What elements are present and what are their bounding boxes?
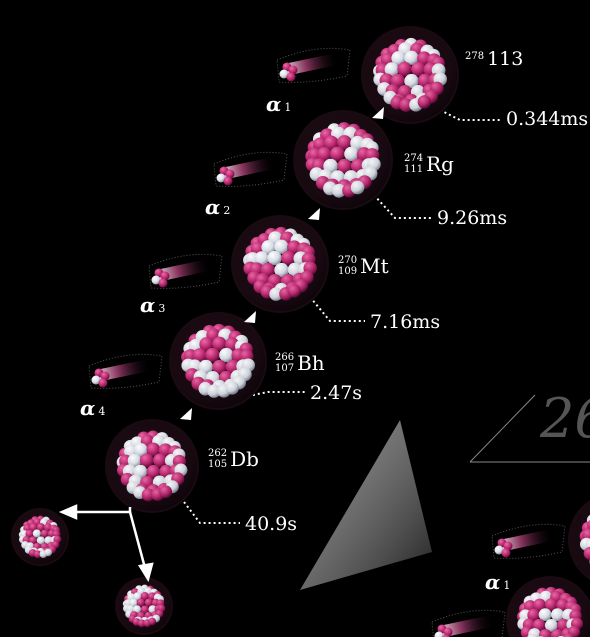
halflife-db: 40.9s [245,513,298,535]
halflife-leader [180,497,240,524]
halflife-leader [309,296,365,322]
halflife-leader [247,391,305,397]
alpha-particle-right [491,523,566,559]
fission-fragment-2 [115,577,173,635]
halflife-leader [373,194,432,219]
nucleus-label-rg: 274 111 Rg [404,152,454,176]
fission-arrows [58,504,154,583]
halflife-113: 0.344ms [506,108,589,130]
nucleus-label-113: 278 113 [465,48,524,70]
decay-arrowhead [180,408,192,420]
halflife-rg: 9.26ms [437,207,508,229]
alpha-particle-3 [148,253,223,289]
nucleus-113 [361,26,459,124]
nucleus-db [105,419,199,513]
decay-arrowhead [244,311,256,323]
alpha-particle-1 [276,47,351,83]
decay-arrowhead [372,107,384,119]
decay-arrowhead [308,208,320,220]
halflife-bh: 2.47s [310,382,363,404]
nucleus-label-mt: 270 109 Mt [338,254,389,278]
nucleus-right-2 [506,576,590,637]
nucleus-label-db: 262 105 Db [208,447,259,471]
halflife-leader [439,109,500,121]
separator-line [469,394,536,463]
partial-number-26: 26 [540,387,590,450]
nucleus-label-bh: 266 107 Bh [275,351,325,375]
alpha-particle-right-2 [431,609,506,637]
nucleus-rg [293,110,393,210]
nucleus-mt [231,215,329,313]
alpha-particle-4 [88,353,163,389]
nucleus-bh [169,312,267,410]
triangle-decoration [300,420,432,590]
nucleus-right-1 [568,500,590,580]
fission-fragment-1 [11,508,69,566]
alpha-particle-2 [213,151,288,187]
halflife-mt: 7.16ms [370,311,441,333]
